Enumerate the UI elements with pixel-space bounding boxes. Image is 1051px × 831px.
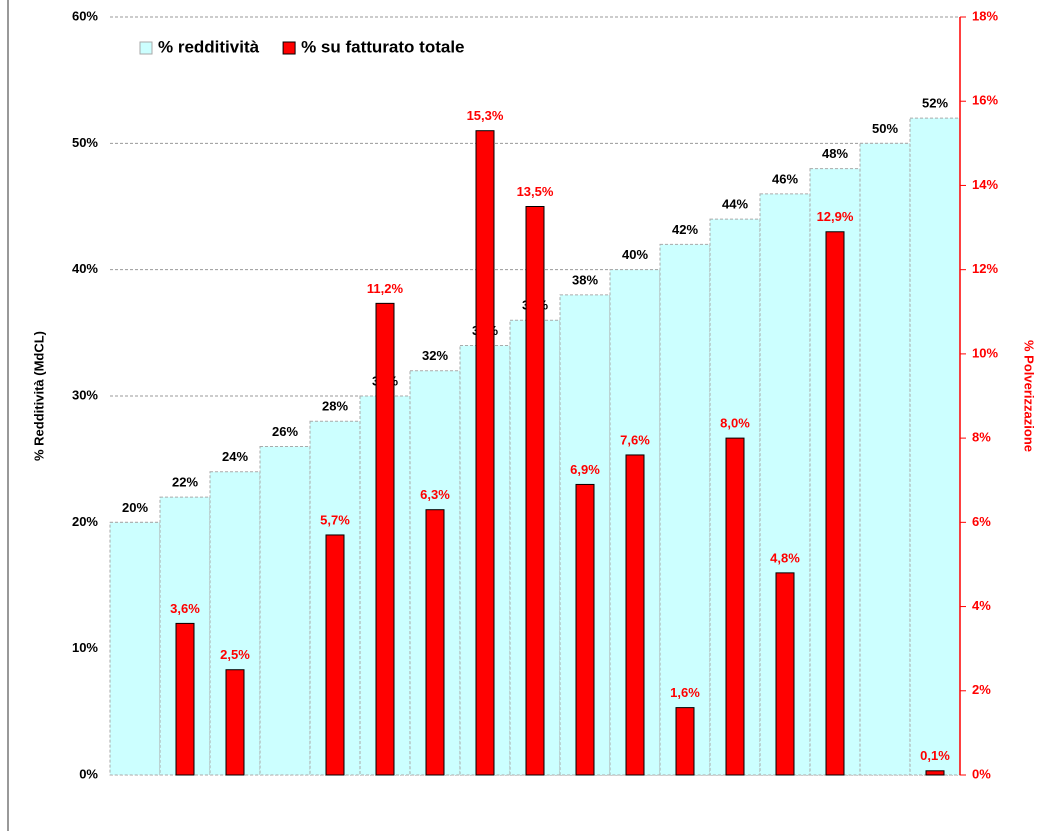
y-axis-label: % Redditività (MdCL)	[31, 331, 46, 461]
y-tick-label: 30%	[72, 387, 98, 402]
legend-label: % redditività	[158, 37, 260, 56]
data-label: 15,3%	[467, 108, 504, 123]
y2-tick-label: 2%	[972, 682, 991, 697]
y-tick-label: 20%	[72, 514, 98, 529]
bar	[259, 446, 311, 776]
bar	[725, 437, 745, 776]
bar	[775, 572, 795, 776]
data-label: 4,8%	[770, 550, 800, 565]
data-label: 26%	[272, 424, 298, 439]
bar	[625, 454, 645, 776]
y2-tick-label: 0%	[972, 766, 991, 781]
y-tick-label: 40%	[72, 261, 98, 276]
bar	[475, 130, 495, 776]
y-tick-label: 0%	[79, 766, 98, 781]
bar	[109, 521, 161, 776]
data-label: 7,6%	[620, 432, 650, 447]
bar	[859, 142, 911, 776]
data-label: 1,6%	[670, 685, 700, 700]
bar	[575, 483, 595, 776]
data-label: 5,7%	[320, 512, 350, 527]
data-label: 20%	[122, 500, 148, 515]
y2-tick-label: 10%	[972, 345, 998, 360]
data-label: 12,9%	[817, 209, 854, 224]
data-label: 24%	[222, 449, 248, 464]
y2-tick-label: 6%	[972, 514, 991, 529]
data-label: 6,3%	[420, 487, 450, 502]
bar	[659, 243, 711, 776]
data-label: 22%	[172, 475, 198, 490]
bar	[175, 622, 195, 776]
legend-swatch	[139, 41, 153, 55]
data-label: 44%	[722, 197, 748, 212]
y2-tick-label: 18%	[972, 8, 998, 23]
data-label: 52%	[922, 96, 948, 111]
data-label: 38%	[572, 272, 598, 287]
data-label: 32%	[422, 348, 448, 363]
data-label: 42%	[672, 222, 698, 237]
data-label: 3,6%	[170, 601, 200, 616]
y2-tick-label: 14%	[972, 177, 998, 192]
y2-tick-label: 16%	[972, 93, 998, 108]
data-label: 8,0%	[720, 416, 750, 431]
bar	[225, 669, 245, 776]
bar	[375, 302, 395, 776]
y-tick-label: 50%	[72, 135, 98, 150]
data-label: 28%	[322, 399, 348, 414]
y2-axis-label: % Polverizzazione	[1022, 340, 1037, 452]
data-label: 46%	[772, 171, 798, 186]
bar	[525, 206, 545, 776]
data-label: 40%	[622, 247, 648, 262]
data-label: 6,9%	[570, 462, 600, 477]
data-label: 48%	[822, 146, 848, 161]
y2-tick-label: 8%	[972, 430, 991, 445]
y-tick-label: 60%	[72, 8, 98, 23]
bar	[325, 534, 345, 776]
legend-label: % su fatturato totale	[301, 37, 464, 56]
data-label: 50%	[872, 121, 898, 136]
bar	[909, 117, 961, 776]
bar	[925, 770, 945, 776]
y2-tick-label: 12%	[972, 261, 998, 276]
data-label: 13,5%	[517, 184, 554, 199]
legend-swatch	[282, 41, 296, 55]
data-label: 11,2%	[367, 281, 404, 296]
data-label: 2,5%	[220, 647, 250, 662]
bar	[675, 707, 695, 776]
bar	[425, 509, 445, 776]
y-tick-label: 10%	[72, 640, 98, 655]
bar	[825, 231, 845, 776]
data-label: 0,1%	[920, 748, 950, 763]
y2-tick-label: 4%	[972, 598, 991, 613]
